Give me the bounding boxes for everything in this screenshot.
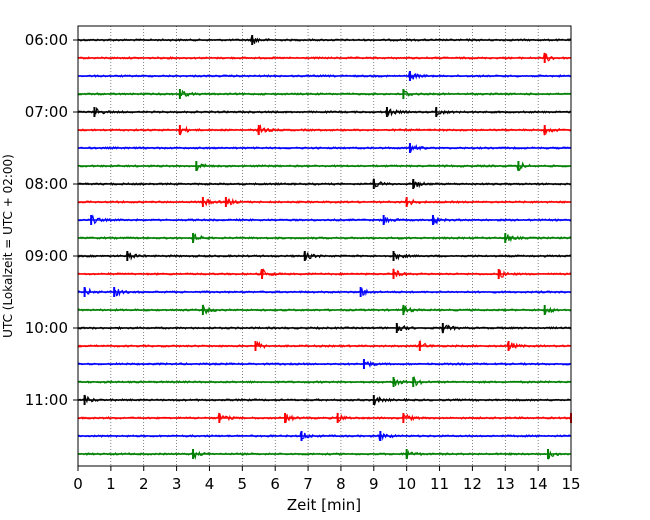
grid-lines bbox=[110, 26, 539, 466]
x-tick-label: 14 bbox=[529, 475, 548, 493]
x-tick-label: 0 bbox=[73, 475, 83, 493]
x-tick-label: 6 bbox=[270, 475, 280, 493]
x-tick-label: 15 bbox=[561, 475, 580, 493]
x-tick-label: 7 bbox=[303, 475, 313, 493]
x-tick-label: 8 bbox=[336, 475, 346, 493]
trace-row bbox=[77, 324, 572, 334]
x-tick-label: 9 bbox=[369, 475, 379, 493]
x-tick-label: 10 bbox=[397, 475, 416, 493]
x-axis-ticks: 0 1 2 3 4 5 6 7 8 9 10 11 12 13 14 15 bbox=[73, 466, 581, 493]
x-tick-label: 5 bbox=[238, 475, 248, 493]
x-tick-label: 4 bbox=[205, 475, 215, 493]
y-tick-label: 11:00 bbox=[25, 391, 68, 409]
x-tick-label: 13 bbox=[496, 475, 515, 493]
y-axis-label: UTC (Lokalzeit = UTC + 02:00) bbox=[1, 154, 15, 338]
x-tick-label: 12 bbox=[463, 475, 482, 493]
y-tick-label: 10:00 bbox=[25, 319, 68, 337]
x-tick-label: 11 bbox=[430, 475, 449, 493]
y-tick-label: 06:00 bbox=[25, 31, 68, 49]
x-tick-label: 2 bbox=[139, 475, 149, 493]
y-tick-label: 08:00 bbox=[25, 175, 68, 193]
x-tick-label: 3 bbox=[172, 475, 182, 493]
x-tick-label: 1 bbox=[106, 475, 116, 493]
y-tick-label: 09:00 bbox=[25, 247, 68, 265]
plot-frame bbox=[77, 25, 572, 467]
y-axis-ticks: 06:00 07:00 08:00 09:00 10:00 11:00 bbox=[25, 31, 78, 409]
x-axis-label: Zeit [min] bbox=[287, 496, 361, 514]
y-tick-label: 07:00 bbox=[25, 103, 68, 121]
trace-series bbox=[77, 35, 572, 461]
trace-row bbox=[77, 449, 572, 461]
trace-row bbox=[77, 52, 572, 62]
